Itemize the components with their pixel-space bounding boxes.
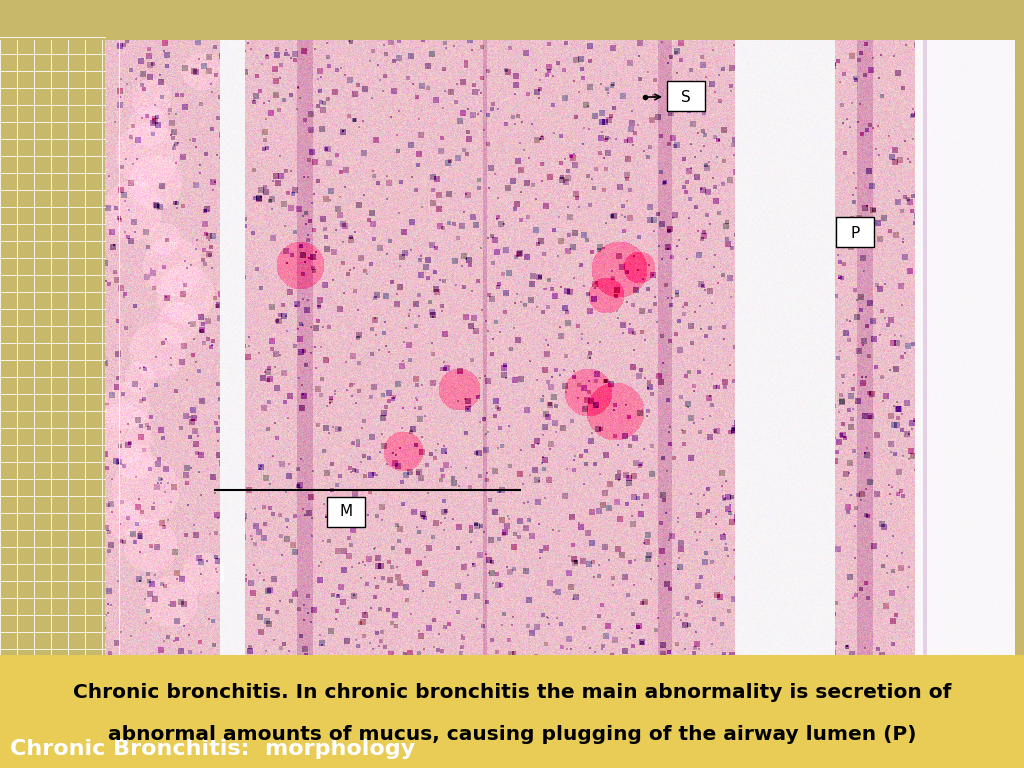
Text: abnormal amounts of mucus, causing plugging of the airway lumen (P): abnormal amounts of mucus, causing plugg… <box>108 724 916 743</box>
FancyBboxPatch shape <box>327 497 365 527</box>
Text: P: P <box>850 226 859 240</box>
Bar <box>0 40 105 768</box>
Text: Chronic bronchitis. In chronic bronchitis the main abnormality is secretion of: Chronic bronchitis. In chronic bronchiti… <box>73 683 951 702</box>
Text: Chronic Bronchitis:  morphology: Chronic Bronchitis: morphology <box>10 739 415 759</box>
Text: S: S <box>681 90 691 104</box>
Text: M: M <box>339 505 352 519</box>
FancyBboxPatch shape <box>836 217 874 247</box>
FancyBboxPatch shape <box>667 81 705 111</box>
Bar <box>0 730 480 768</box>
Bar <box>0 655 1024 768</box>
